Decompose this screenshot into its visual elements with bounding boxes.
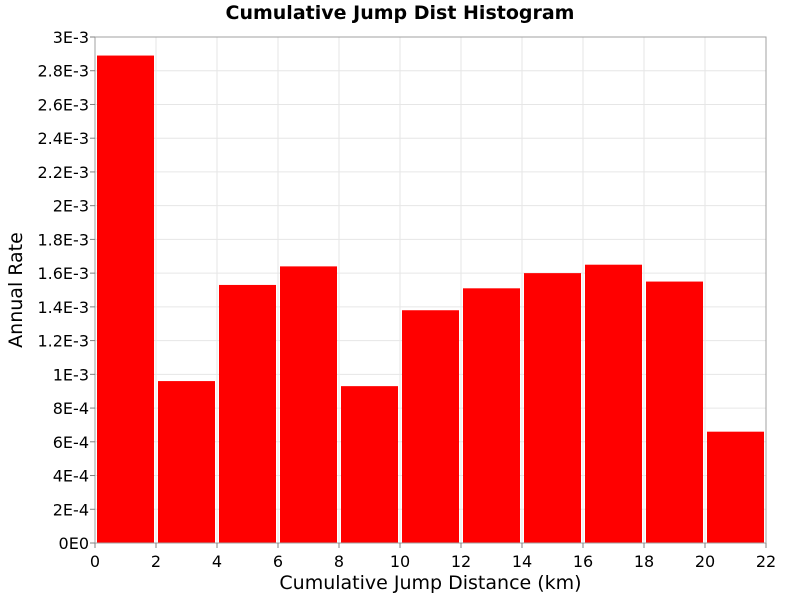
y-axis-label: Annual Rate bbox=[5, 232, 27, 348]
histogram-bar bbox=[158, 381, 215, 543]
x-tick-label: 18 bbox=[634, 552, 654, 571]
histogram-bar bbox=[707, 431, 764, 543]
x-axis-label: Cumulative Jump Distance (km) bbox=[279, 572, 582, 594]
x-tick-label: 10 bbox=[390, 552, 410, 571]
y-tick-label: 3E-3 bbox=[53, 28, 89, 47]
y-tick-label: 2.4E-3 bbox=[37, 129, 89, 148]
y-tick-label: 1.6E-3 bbox=[37, 264, 89, 283]
y-tick-label: 1.4E-3 bbox=[37, 298, 89, 317]
x-tick-label: 22 bbox=[756, 552, 776, 571]
histogram-bar bbox=[402, 310, 459, 543]
histogram-bar bbox=[463, 288, 520, 543]
histogram-bar bbox=[341, 386, 398, 543]
y-tick-label: 2E-3 bbox=[53, 197, 89, 216]
chart-title: Cumulative Jump Dist Histogram bbox=[225, 2, 575, 24]
y-tick-label: 8E-4 bbox=[53, 399, 89, 418]
histogram-bar bbox=[585, 264, 642, 543]
x-tick-label: 12 bbox=[451, 552, 471, 571]
histogram-bar bbox=[524, 273, 581, 543]
y-tick-label: 2.8E-3 bbox=[37, 62, 89, 81]
x-tick-label: 20 bbox=[695, 552, 715, 571]
y-tick-label: 2E-4 bbox=[53, 500, 89, 519]
x-tick-label: 16 bbox=[573, 552, 593, 571]
x-tick-label: 2 bbox=[151, 552, 161, 571]
x-tick-label: 8 bbox=[334, 552, 344, 571]
y-tick-label: 0E0 bbox=[59, 534, 89, 553]
y-tick-label: 4E-4 bbox=[53, 467, 89, 486]
plot-frame bbox=[94, 36, 767, 544]
x-tick-label: 0 bbox=[90, 552, 100, 571]
histogram-bar bbox=[97, 55, 154, 543]
histogram-bar bbox=[219, 284, 276, 543]
y-tick-label: 2.2E-3 bbox=[37, 163, 89, 182]
y-tick-label: 2.6E-3 bbox=[37, 95, 89, 114]
y-tick-label: 1E-3 bbox=[53, 365, 89, 384]
histogram-bar bbox=[280, 266, 337, 543]
x-tick-label: 6 bbox=[273, 552, 283, 571]
histogram-bar bbox=[646, 281, 703, 543]
x-tick-label: 4 bbox=[212, 552, 222, 571]
y-tick-label: 6E-4 bbox=[53, 433, 89, 452]
x-tick-label: 14 bbox=[512, 552, 532, 571]
y-tick-label: 1.8E-3 bbox=[37, 230, 89, 249]
y-tick-label: 1.2E-3 bbox=[37, 332, 89, 351]
